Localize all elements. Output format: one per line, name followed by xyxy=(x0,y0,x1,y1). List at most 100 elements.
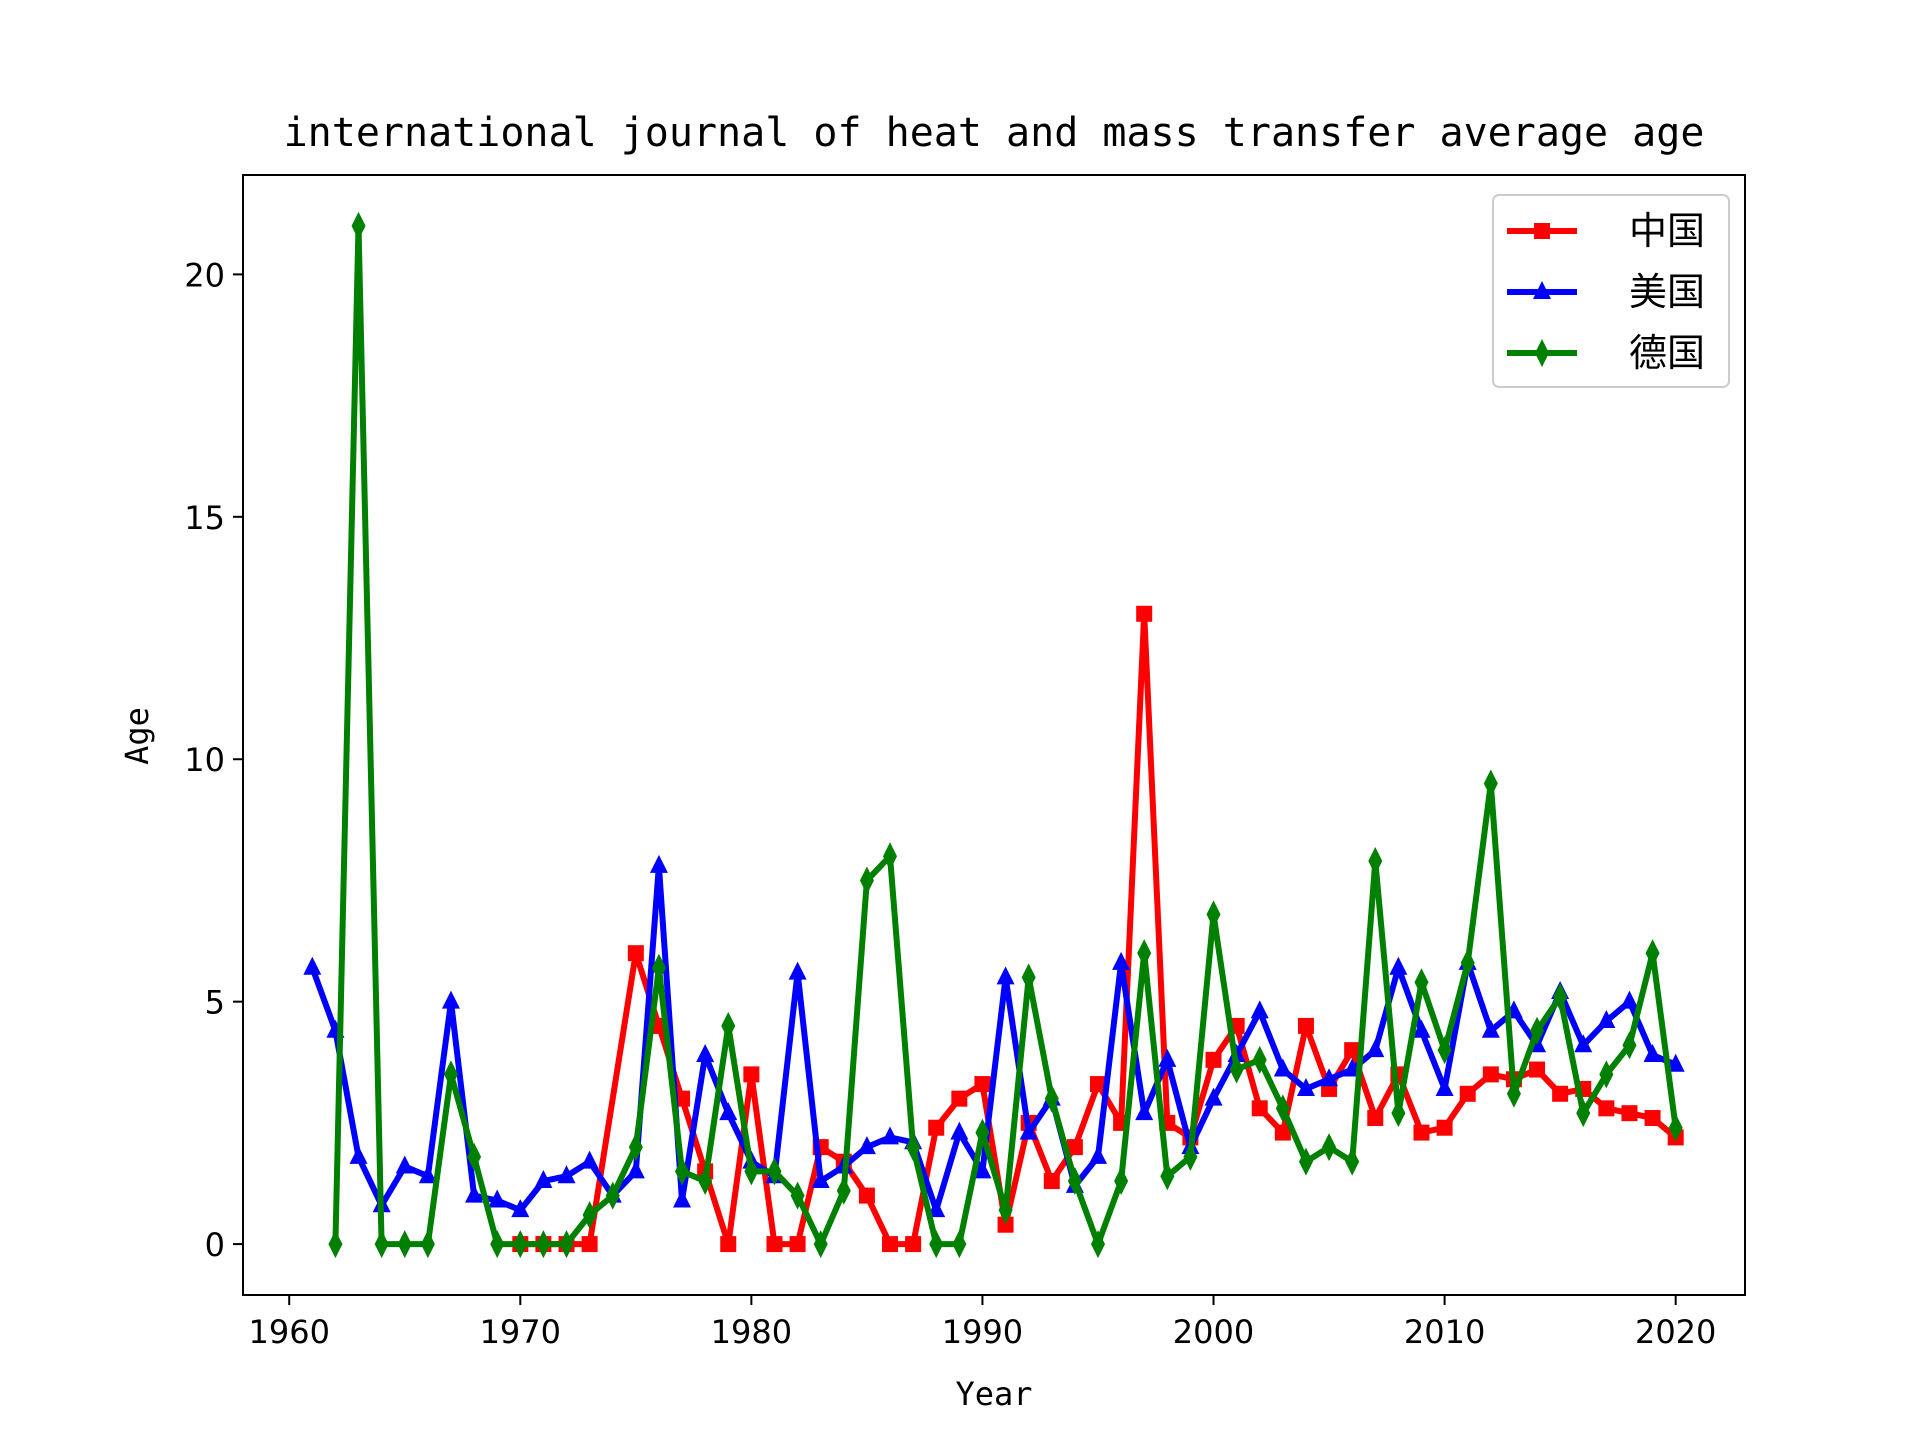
data-point xyxy=(1459,1085,1476,1102)
data-point xyxy=(1622,1031,1637,1060)
x-tick-label: 1960 xyxy=(248,1313,329,1351)
data-point xyxy=(581,1236,598,1253)
data-point xyxy=(443,1060,458,1089)
data-point xyxy=(1460,948,1475,977)
data-point xyxy=(511,1199,530,1218)
data-point xyxy=(767,1157,782,1186)
legend-marker xyxy=(1534,223,1550,239)
data-point xyxy=(1483,769,1498,798)
data-point xyxy=(1090,1230,1105,1259)
data-point xyxy=(675,1157,690,1186)
data-point xyxy=(1044,1084,1059,1113)
data-point xyxy=(858,1187,875,1204)
data-point xyxy=(1576,1099,1591,1128)
data-point xyxy=(743,1066,760,1083)
data-point xyxy=(1644,1110,1661,1127)
data-point xyxy=(1183,1142,1198,1171)
data-point xyxy=(1668,1113,1683,1142)
data-point xyxy=(1298,1147,1313,1176)
axes-ticks: 1960 1970 1980 1990 2000 2010 2020 0 5 10 15 20 xyxy=(184,256,1716,1351)
x-tick-label: 2010 xyxy=(1404,1313,1485,1351)
data-point xyxy=(882,1236,899,1253)
data-point xyxy=(513,1230,528,1259)
data-point xyxy=(1206,900,1221,929)
x-tick-label: 2020 xyxy=(1635,1313,1716,1351)
y-tick-label: 20 xyxy=(184,256,225,294)
data-point xyxy=(420,1230,435,1259)
data-point xyxy=(1135,1102,1154,1121)
data-point xyxy=(1481,1019,1500,1038)
data-point xyxy=(441,990,460,1009)
data-point xyxy=(1435,1077,1454,1096)
data-point xyxy=(719,1102,738,1121)
data-point xyxy=(1275,1094,1290,1123)
data-point xyxy=(1345,1147,1360,1176)
data-point xyxy=(975,1118,990,1147)
data-point xyxy=(698,1167,713,1196)
y-axis-label: Age xyxy=(118,707,156,765)
data-point xyxy=(1412,1019,1431,1038)
data-point xyxy=(973,1160,992,1179)
data-point xyxy=(1252,1045,1267,1074)
legend-marker xyxy=(1535,339,1549,367)
data-point xyxy=(1482,1066,1499,1083)
data-point xyxy=(998,1196,1013,1225)
data-point xyxy=(952,1230,967,1259)
data-point xyxy=(1205,1051,1222,1068)
data-point xyxy=(1114,1167,1129,1196)
legend-item: 德国 xyxy=(1507,331,1705,375)
data-point xyxy=(1089,1076,1106,1093)
data-point xyxy=(721,1011,736,1040)
data-point xyxy=(1389,956,1408,975)
data-point xyxy=(1414,968,1429,997)
data-point xyxy=(1437,1036,1452,1065)
data-point xyxy=(1088,1145,1107,1164)
data-point xyxy=(467,1142,482,1171)
data-point xyxy=(1136,605,1153,622)
x-axis-label: Year xyxy=(955,1375,1032,1413)
data-point xyxy=(605,1181,620,1210)
data-point xyxy=(928,1119,945,1136)
data-point xyxy=(857,1136,876,1155)
data-point xyxy=(374,1230,389,1259)
data-point xyxy=(1043,1173,1060,1190)
data-point xyxy=(1574,1034,1593,1053)
data-point xyxy=(627,945,644,962)
data-point xyxy=(696,1044,715,1062)
data-point xyxy=(974,1076,991,1093)
data-point xyxy=(906,1133,921,1162)
data-point xyxy=(1019,1121,1038,1140)
data-point xyxy=(1137,939,1152,968)
data-point xyxy=(881,1126,900,1145)
data-point xyxy=(905,1236,922,1253)
x-tick-label: 2000 xyxy=(1173,1313,1254,1351)
legend-item: 美国 xyxy=(1507,270,1705,314)
data-point xyxy=(349,1145,368,1164)
legend-marker xyxy=(1533,281,1551,299)
data-point xyxy=(1322,1133,1337,1162)
x-tick-label: 1980 xyxy=(711,1313,792,1351)
y-tick-label: 15 xyxy=(184,499,225,537)
data-point xyxy=(1204,1087,1223,1106)
data-point xyxy=(1158,1048,1177,1067)
data-point xyxy=(651,953,666,982)
data-point xyxy=(1529,1061,1546,1078)
data-point xyxy=(1021,963,1036,992)
data-point xyxy=(1296,1077,1315,1096)
data-point xyxy=(1067,1167,1082,1196)
data-point xyxy=(626,1160,645,1179)
data-point xyxy=(673,1189,692,1208)
data-point xyxy=(836,1176,851,1205)
x-tick-label: 1970 xyxy=(480,1313,561,1351)
data-point xyxy=(859,866,874,895)
data-point xyxy=(1645,939,1660,968)
data-point xyxy=(1598,1100,1615,1117)
data-point xyxy=(559,1230,574,1259)
data-point xyxy=(580,1150,599,1169)
chart-title: international journal of heat and mass t… xyxy=(284,110,1705,156)
legend-item: 中国 xyxy=(1507,209,1705,253)
data-point xyxy=(1553,982,1568,1011)
data-point xyxy=(789,1236,806,1253)
